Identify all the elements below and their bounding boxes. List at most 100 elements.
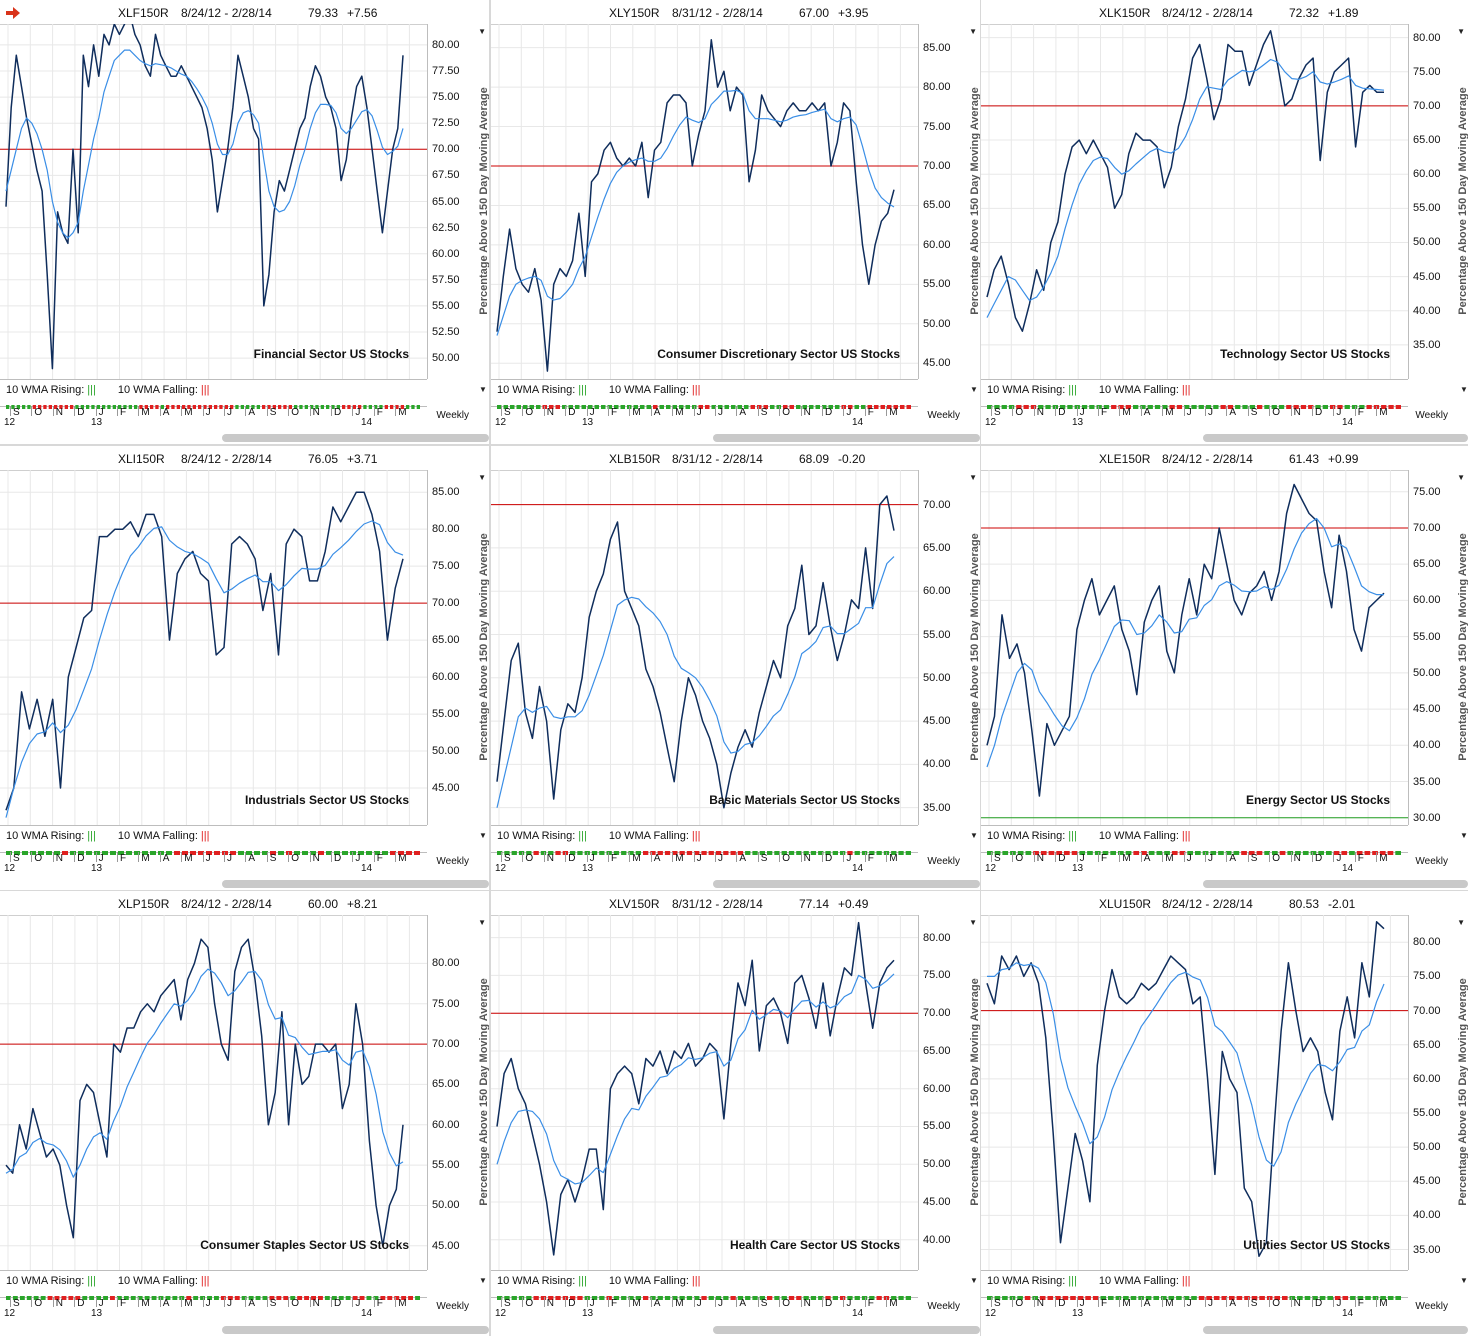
chevron-down-icon[interactable]: ▼ [969, 918, 977, 927]
wma-rising-dot [503, 405, 508, 409]
wma-rising-dot [588, 405, 593, 409]
weekly-period-label[interactable]: Weekly [927, 410, 960, 421]
wma-falling-dot [643, 851, 649, 855]
wma-falling-dot [708, 851, 714, 855]
wma-rising-dot [130, 1296, 136, 1300]
month-divider [886, 1297, 888, 1307]
month-divider [1247, 852, 1249, 862]
right-arrow-icon[interactable] [6, 6, 20, 19]
chevron-down-icon[interactable]: ▼ [1457, 473, 1465, 482]
chevron-down-icon[interactable]: ▼ [970, 385, 978, 394]
wma-rising-dot [803, 1296, 809, 1300]
wma-rising-dot [650, 1296, 656, 1300]
wma-falling-dot [1040, 851, 1047, 855]
chevron-down-icon[interactable]: ▼ [970, 831, 978, 840]
chevron-down-icon[interactable]: ▼ [1457, 27, 1465, 36]
chevron-down-icon[interactable]: ▼ [969, 27, 977, 36]
horizontal-scrollbar[interactable] [713, 434, 980, 442]
month-label: J [355, 853, 361, 864]
month-label: M [632, 407, 641, 418]
chevron-down-icon[interactable]: ▼ [1460, 831, 1468, 840]
horizontal-scrollbar[interactable] [713, 1326, 980, 1334]
month-divider [1205, 852, 1206, 862]
horizontal-scrollbar[interactable] [1203, 434, 1468, 442]
chevron-down-icon[interactable]: ▼ [1460, 385, 1468, 394]
wma-falling-dot [54, 1296, 60, 1300]
wma-rising-dot [1087, 851, 1093, 855]
wma-rising-dot [861, 405, 866, 409]
wma-rising-dot [22, 851, 28, 855]
month-label: F [611, 407, 618, 418]
chevron-down-icon[interactable]: ▼ [479, 385, 487, 394]
wma-falling-dot [577, 1296, 583, 1300]
month-label: F [867, 853, 874, 864]
chevron-down-icon[interactable]: ▼ [970, 1276, 978, 1285]
y-tick-label: 35.00 [923, 801, 951, 814]
wma-rising-dot [75, 405, 79, 409]
chevron-down-icon[interactable]: ▼ [969, 473, 977, 482]
chevron-down-icon[interactable]: ▼ [479, 831, 487, 840]
wma-rising-dot [657, 1296, 663, 1300]
weekly-period-label[interactable]: Weekly [436, 410, 469, 421]
month-label: S [760, 853, 768, 864]
month-divider [309, 1297, 311, 1307]
weekly-period-label[interactable]: Weekly [436, 856, 469, 867]
wma-rising-dot [304, 405, 308, 409]
horizontal-scrollbar[interactable] [222, 880, 489, 888]
horizontal-scrollbar[interactable] [1203, 1326, 1468, 1334]
month-label: F [867, 407, 874, 418]
horizontal-scrollbar[interactable] [713, 880, 980, 888]
chevron-down-icon[interactable]: ▼ [1460, 1276, 1468, 1285]
horizontal-scrollbar[interactable] [222, 434, 489, 442]
weekly-period-label[interactable]: Weekly [927, 1301, 960, 1312]
wma-falling-dot [1039, 1296, 1046, 1300]
chart-panel-xlp: XLP150R 8/24/12 - 2/28/14 60.00 +8.21 Consum… [0, 891, 489, 1336]
month-label: J [1208, 407, 1213, 418]
wma-falling-dot [1033, 851, 1039, 855]
chevron-down-icon[interactable]: ▼ [478, 918, 486, 927]
wma-rising-label: 10 WMA Rising: [6, 384, 85, 396]
wma-falling-dot [698, 405, 703, 409]
wma-rising-dot [324, 1296, 330, 1300]
chevron-down-icon[interactable]: ▼ [479, 1276, 487, 1285]
weekly-period-label[interactable]: Weekly [1415, 410, 1448, 421]
wma-rising-dot [1130, 1296, 1137, 1300]
weekly-period-label[interactable]: Weekly [927, 856, 960, 867]
wma-rising-dot [144, 1296, 150, 1300]
wma-rising-dot [1140, 405, 1146, 409]
y-tick-label: 72.50 [432, 117, 460, 130]
wma-rising-dot [737, 1296, 744, 1300]
chart-plot-area [491, 470, 918, 825]
wma-rising-dot [1145, 1296, 1152, 1300]
y-axis-title: Percentage Above 150 Day Moving Average [1457, 532, 1468, 761]
wma-falling-dot [270, 851, 276, 855]
month-label: D [568, 1298, 576, 1309]
chevron-down-icon[interactable]: ▼ [1457, 918, 1465, 927]
y-tick-label: 75.00 [923, 969, 951, 982]
chevron-down-icon[interactable]: ▼ [478, 27, 486, 36]
month-label: M [1379, 407, 1388, 418]
price-series-line [5, 491, 404, 811]
month-divider [736, 852, 738, 862]
weekly-period-label[interactable]: Weekly [1415, 1301, 1448, 1312]
wma-rising-dot [6, 405, 10, 409]
month-divider [1098, 1297, 1099, 1307]
chart-plot-area [981, 470, 1408, 825]
wma-rising-dot [411, 405, 415, 409]
month-divider [1290, 1297, 1292, 1307]
wma-falling-dot [208, 405, 212, 409]
year-label: 12 [4, 417, 16, 428]
horizontal-scrollbar[interactable] [222, 1326, 489, 1334]
month-divider [373, 406, 375, 416]
chevron-down-icon[interactable]: ▼ [478, 473, 486, 482]
wma-falling-dot [1286, 405, 1292, 409]
horizontal-scrollbar[interactable] [1203, 880, 1468, 888]
wma-falling-dot [1256, 851, 1263, 855]
wma-rising-dot [110, 851, 116, 855]
y-tick-label: 60.00 [432, 247, 460, 260]
weekly-period-label[interactable]: Weekly [436, 1301, 469, 1312]
wma-rising-dot [591, 851, 598, 855]
y-axis: 80.00 75.00 70.00 65.00 60.00 55.00 50.00 45.00… [1408, 915, 1468, 1270]
weekly-period-label[interactable]: Weekly [1415, 856, 1448, 867]
wma-falling-dot [304, 1296, 309, 1300]
